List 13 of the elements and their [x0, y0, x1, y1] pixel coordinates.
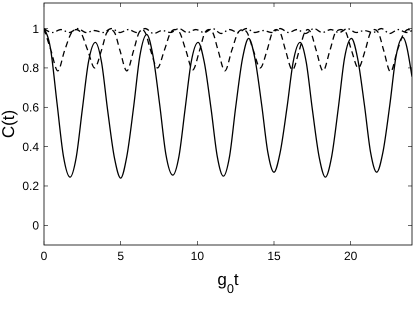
x-axis-title: g$_{0}$t [217, 270, 239, 296]
x-tick-label: 15 [267, 249, 281, 263]
x-tick-label: 20 [344, 249, 358, 263]
y-tick-label: 0.4 [22, 140, 40, 154]
x-tick-label: 5 [117, 249, 124, 263]
y-tick-label: 0.8 [22, 61, 40, 76]
y-tick-label: 0.2 [22, 179, 40, 194]
y-tick-label: 0.6 [22, 100, 40, 114]
y-tick-label: 0 [32, 218, 40, 233]
y-axis-title: C(t) [0, 110, 18, 138]
y-tick-label: 1 [32, 22, 40, 36]
x-tick-label: 10 [190, 249, 204, 263]
x-tick-label: 0 [40, 249, 48, 263]
